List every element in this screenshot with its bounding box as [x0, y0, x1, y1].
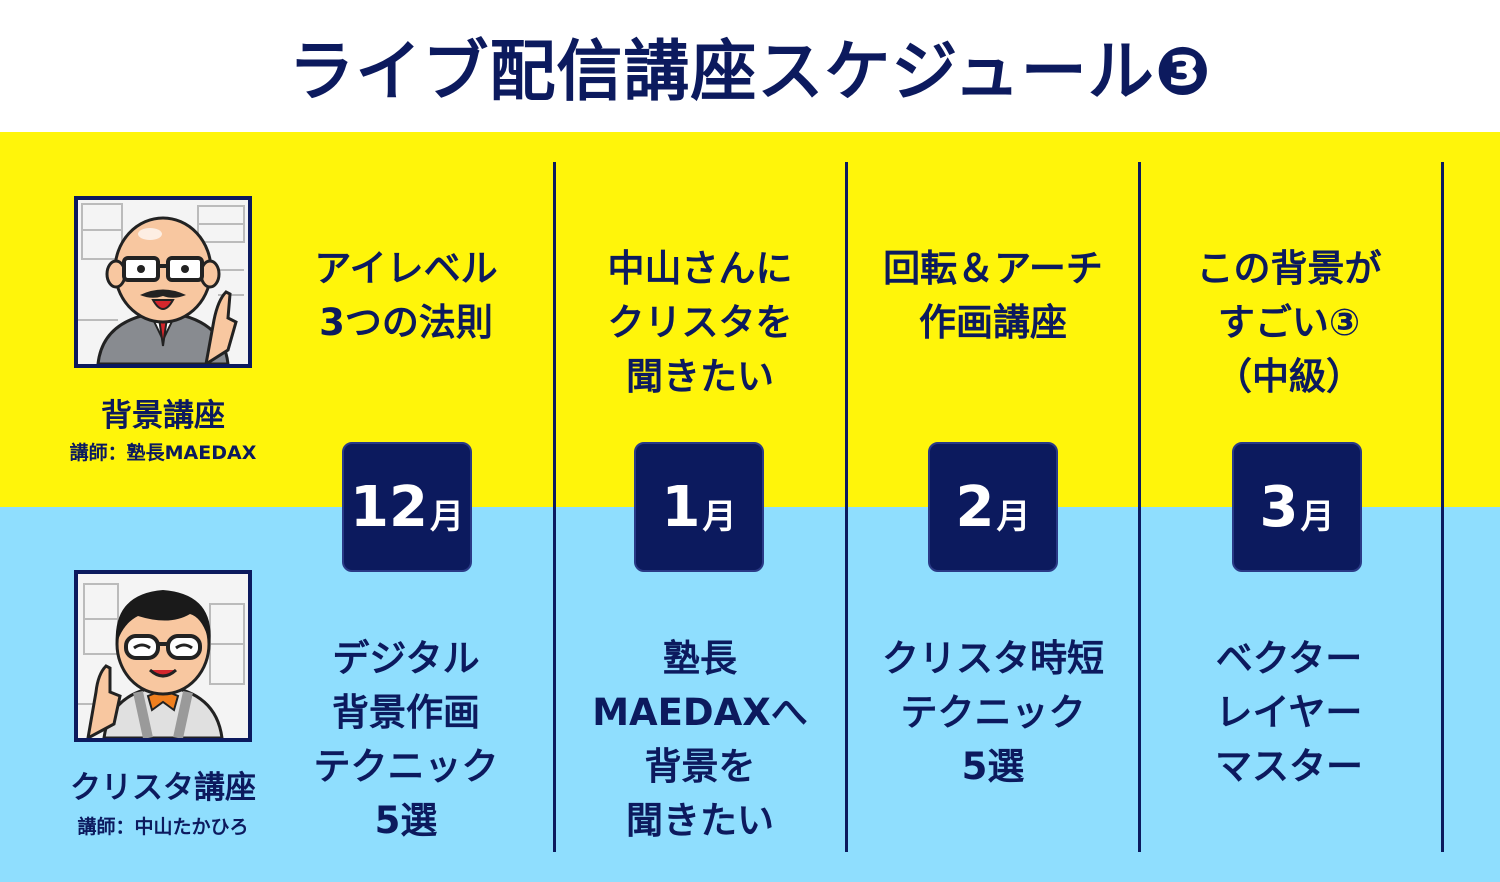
column-divider — [845, 162, 848, 852]
page-title: ライブ配信講座スケジュール❸ — [288, 33, 1212, 110]
month-number: 3 — [1259, 474, 1299, 540]
topic-clipstudio-jan: 塾長 MAEDAXへ 背景を 聞きたい — [592, 637, 808, 842]
column-divider — [1138, 162, 1141, 852]
month-unit: 月 — [702, 496, 737, 537]
column-divider — [1441, 162, 1444, 852]
month-number: 2 — [955, 474, 995, 540]
month-badge-dec: 12 月 — [342, 442, 472, 572]
month-unit: 月 — [1300, 496, 1335, 537]
course-name-background: 背景講座 — [101, 398, 225, 434]
instructor-maedax-illustration — [78, 200, 248, 364]
topic-clipstudio-feb: クリスタ時短 テクニック 5選 — [882, 637, 1104, 788]
course-name-clipstudio: クリスタ講座 — [70, 770, 256, 806]
instructor-maedax-portrait — [74, 196, 252, 368]
month-unit: 月 — [996, 496, 1031, 537]
instructor-nakayama-illustration — [78, 574, 248, 738]
month-unit: 月 — [429, 496, 464, 537]
teacher-name-clipstudio: 講師：中山たかひろ — [77, 816, 249, 838]
teacher-name-background: 講師：塾長MAEDAX — [69, 442, 257, 464]
topic-background-dec: アイレベル 3つの法則 — [314, 247, 498, 344]
topic-clipstudio-mar: ベクター レイヤー マスター — [1215, 637, 1363, 788]
topic-background-jan: 中山さんに クリスタを 聞きたい — [607, 247, 793, 398]
month-number: 1 — [661, 474, 701, 540]
topic-background-mar: この背景が すごい③ （中級） — [1196, 247, 1382, 398]
title-bar: ライブ配信講座スケジュール❸ — [0, 0, 1500, 132]
topic-clipstudio-dec: デジタル 背景作画 テクニック 5選 — [313, 637, 499, 842]
month-number: 12 — [350, 474, 428, 540]
topic-background-feb: 回転＆アーチ 作画講座 — [883, 247, 1103, 344]
column-divider — [553, 162, 556, 852]
instructor-nakayama-portrait — [74, 570, 252, 742]
